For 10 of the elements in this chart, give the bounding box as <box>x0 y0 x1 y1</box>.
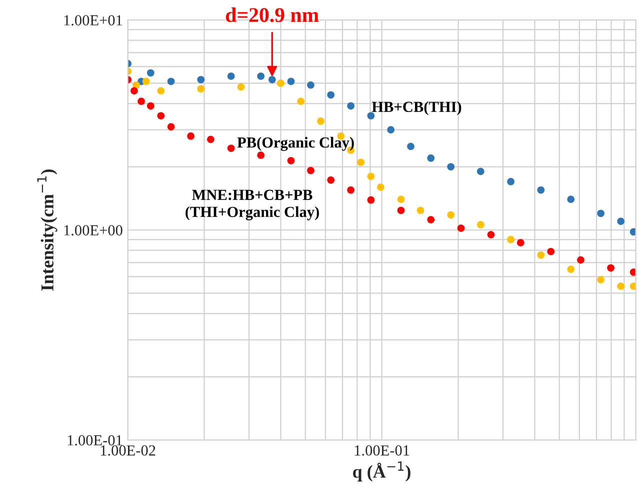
x-axis-title: q (Å$^{−1}$) <box>353 461 410 482</box>
y-tick-label: 1.00E+01 <box>64 15 122 26</box>
series-label: PB(Organic Clay) <box>237 136 354 151</box>
y-tick-label: 1.00E+00 <box>64 225 122 236</box>
annotation: d=20.9 nm <box>226 7 319 22</box>
y-axis-title: Intensity(cm$^{−1}$) <box>37 169 58 291</box>
series-label: MNE:HB+CB+PB (THI+Organic Clay) <box>186 190 319 220</box>
y-tick-label: 1.00E-01 <box>68 435 122 446</box>
series-label: HB+CB(THI) <box>372 101 462 116</box>
x-tick-label: 1.00E-02 <box>100 445 156 456</box>
